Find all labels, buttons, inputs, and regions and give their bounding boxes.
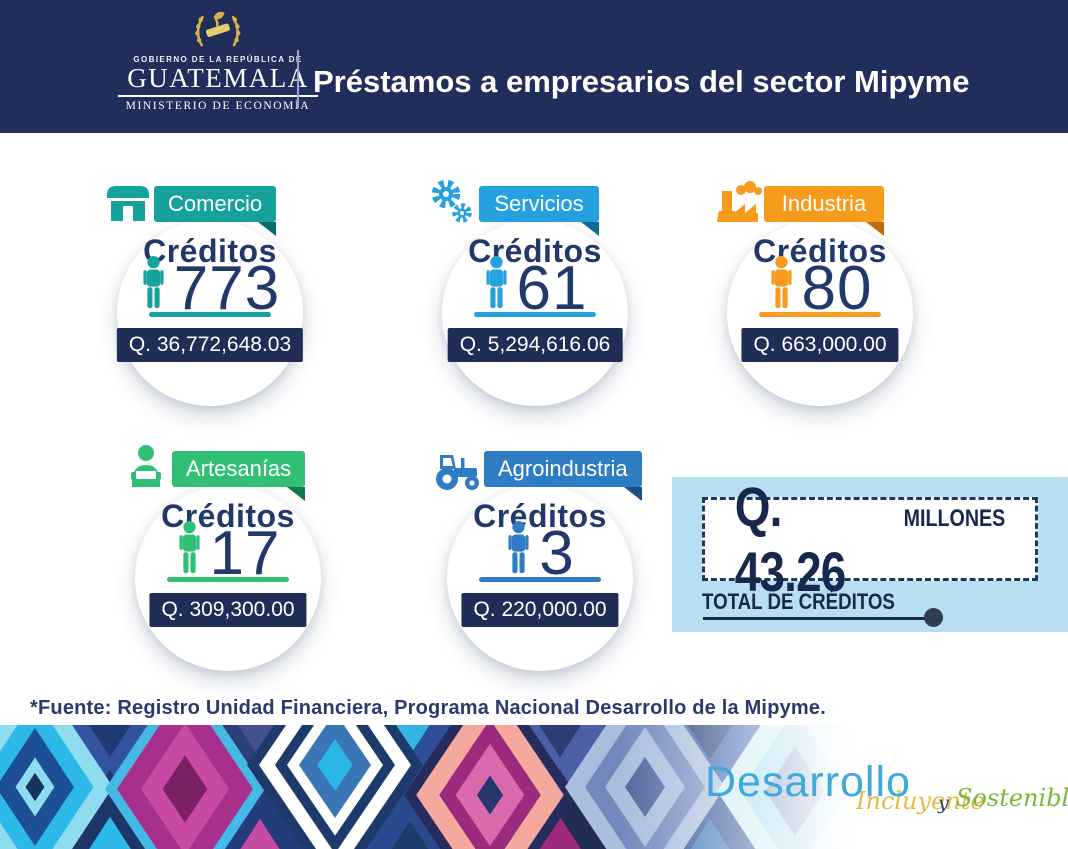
sector-card-artesanias: Artesanías Créditos 17 Q. 309,300.00 <box>108 443 348 678</box>
brand-sostenible: Sostenible <box>956 784 1068 812</box>
brand-incluyente: Incluyente <box>856 787 985 815</box>
creditos-label: Créditos <box>143 233 277 269</box>
sector-ribbon: Comercio <box>154 186 277 236</box>
sector-label: Artesanías <box>186 456 292 481</box>
source-footnote: *Fuente: Registro Unidad Financiera, Pro… <box>30 697 826 719</box>
amount-badge: Q. 36,772,648.03 <box>116 328 304 362</box>
sector-ribbon: Artesanías <box>172 451 306 501</box>
total-rule-dot <box>924 608 943 627</box>
guatemala-emblem-icon <box>118 6 318 57</box>
tractor-icon <box>432 443 484 495</box>
total-amount-box: Q. 43.26 MILLONES <box>702 475 1038 603</box>
person-icon <box>768 256 795 317</box>
total-amount: Q. 43.26 <box>734 475 847 603</box>
sector-label: Servicios <box>494 191 584 216</box>
sector-card-servicios: Servicios Créditos 61 Q. 5,294,616.06 <box>415 178 655 413</box>
footer-band <box>0 725 1068 849</box>
amount-badge: Q. 309,300.00 <box>149 593 307 627</box>
card-underline <box>149 312 271 317</box>
person-icon <box>483 256 510 317</box>
government-logo: GOBIERNO DE LA REPÚBLICA DE GUATEMALA MI… <box>118 6 318 112</box>
person-icon <box>505 521 532 582</box>
gears-icon <box>427 178 479 230</box>
sector-ribbon: Servicios <box>479 186 599 236</box>
artisan-icon <box>120 443 172 495</box>
storefront-icon <box>102 178 154 230</box>
credit-count-row: 3 <box>420 519 660 589</box>
country-name: GUATEMALA <box>118 64 318 98</box>
sector-ribbon: Industria <box>764 186 884 236</box>
credit-count-row: 61 <box>415 254 655 324</box>
textile-pattern <box>0 725 1068 849</box>
card-underline <box>759 312 881 317</box>
page-title: Préstamos a empresarios del sector Mipym… <box>313 64 970 99</box>
sector-card-agroindustria: Agroindustria Créditos 3 Q. 220,000.00 <box>420 443 660 678</box>
amount-badge: Q. 220,000.00 <box>461 593 619 627</box>
credit-count-row: 773 <box>90 254 330 324</box>
creditos-label: Créditos <box>473 498 607 534</box>
gobierno-line: GOBIERNO DE LA REPÚBLICA DE <box>133 55 303 64</box>
card-underline <box>479 577 601 582</box>
sector-card-industria: Industria Créditos 80 Q. 663,000.00 <box>700 178 940 413</box>
credit-count: 17 <box>209 519 281 589</box>
credit-count: 61 <box>516 254 588 324</box>
total-label: TOTAL DE CRÉDITOS <box>702 589 895 614</box>
card-underline <box>474 312 596 317</box>
sector-label: Comercio <box>168 191 263 216</box>
brand-conjunction: y <box>938 792 949 814</box>
sector-ribbon: Agroindustria <box>484 451 642 501</box>
credit-count: 80 <box>801 254 873 324</box>
person-icon <box>140 256 167 317</box>
card-underline <box>167 577 289 582</box>
credit-count-row: 17 <box>108 519 348 589</box>
total-rule <box>703 617 931 620</box>
credit-count: 3 <box>539 519 575 589</box>
ministry-name: MINISTERIO DE ECONOMÍA <box>125 100 311 113</box>
total-unit: MILLONES <box>903 505 1006 532</box>
credit-count: 773 <box>173 254 281 324</box>
total-credits-panel: Q. 43.26 MILLONES TOTAL DE CRÉDITOS <box>672 475 1068 632</box>
amount-badge: Q. 5,294,616.06 <box>447 328 623 362</box>
amount-badge: Q. 663,000.00 <box>741 328 899 362</box>
sector-label: Agroindustria <box>498 456 628 481</box>
credit-count-row: 80 <box>700 254 940 324</box>
header-divider <box>297 50 299 108</box>
sector-label: Industria <box>781 191 867 216</box>
brand-desarrollo: Desarrollo <box>705 758 911 806</box>
factory-icon <box>712 178 764 230</box>
header-bar: GOBIERNO DE LA REPÚBLICA DE GUATEMALA MI… <box>0 0 1068 133</box>
sector-card-comercio: Comercio Créditos 773 Q. 36,772,648.03 <box>90 178 330 413</box>
person-icon <box>176 521 203 582</box>
